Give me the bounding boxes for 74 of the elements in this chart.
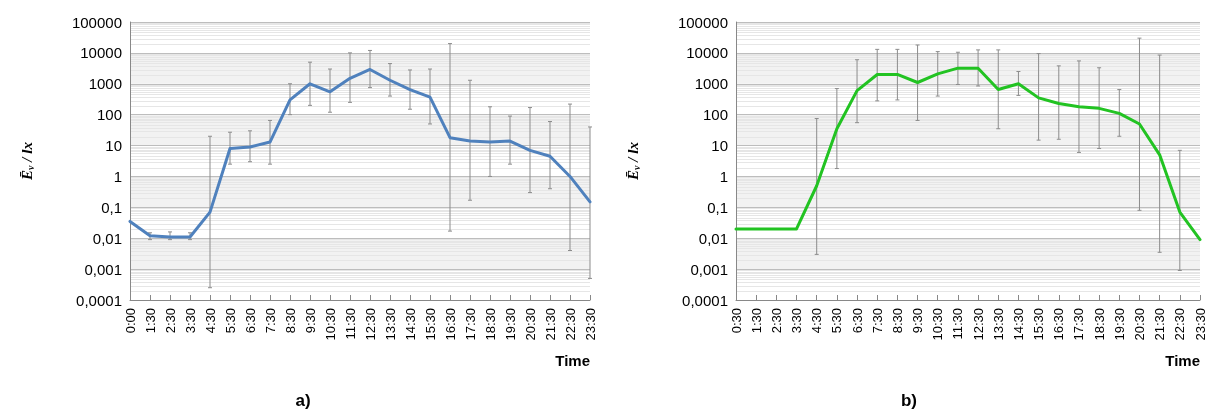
- y-tick-label: 1000: [694, 75, 728, 93]
- x-tick-label: 11:30: [950, 308, 966, 340]
- x-tick-label: 19:30: [502, 308, 518, 341]
- y-tick-label: 0,1: [707, 198, 728, 216]
- x-tick-label: 13:30: [382, 308, 398, 341]
- y-tick-label: 0,0001: [682, 291, 728, 309]
- x-tick-label: 1:30: [142, 308, 158, 334]
- y-tick-label: 10: [105, 137, 122, 155]
- x-tick-label: 10:30: [930, 308, 946, 341]
- y-tick-label: 100: [96, 106, 122, 124]
- x-tick-label: 9:30: [910, 308, 926, 334]
- y-tick-label: 0,001: [690, 260, 728, 278]
- x-tick-label: 3:30: [789, 308, 805, 334]
- y-tick-label: 10000: [80, 44, 122, 62]
- x-tick-label: 0:00: [122, 308, 138, 334]
- x-tick-label: 21:30: [1152, 308, 1168, 341]
- x-tick-label: 4:30: [202, 308, 218, 334]
- y-tick-label: 1: [113, 167, 122, 185]
- x-tick-label: 6:30: [849, 308, 865, 334]
- y-tick-label: 0,01: [92, 229, 122, 247]
- x-tick-label: 7:30: [262, 308, 278, 334]
- x-tick-label: 18:30: [1091, 308, 1107, 341]
- x-tick-label: 13:30: [990, 308, 1006, 341]
- x-tick-label: 2:30: [162, 308, 178, 334]
- x-tick-label: 4:30: [809, 308, 825, 334]
- x-tick-label: 1:30: [748, 308, 764, 334]
- x-tick-label: 3:30: [182, 308, 198, 334]
- text: b): [900, 391, 918, 410]
- x-tick-label: 0:30: [728, 308, 744, 334]
- x-tick-label: 16:30: [1051, 308, 1067, 341]
- x-tick-label: 7:30: [869, 308, 885, 334]
- text: a): [295, 391, 311, 410]
- y-tick-label: 1: [719, 167, 728, 185]
- x-tick-label: 11:30: [342, 308, 358, 340]
- x-tick-label: 23:30: [1192, 308, 1208, 341]
- x-tick-label: 15:30: [1031, 308, 1047, 341]
- y-axis-title: Ēv / lx: [19, 141, 36, 181]
- x-tick-label: 23:30: [582, 308, 598, 341]
- y-tick-label: 100000: [677, 13, 728, 31]
- x-tick-label: 16:30: [442, 308, 458, 341]
- x-tick-label: 22:30: [562, 308, 578, 341]
- x-tick-label: 14:30: [1010, 308, 1026, 341]
- x-axis-title: Time: [555, 352, 591, 369]
- x-tick-label: 21:30: [542, 308, 558, 341]
- y-tick-label: 0,01: [698, 229, 728, 247]
- x-tick-label: 12:30: [362, 308, 378, 341]
- y-tick-label: 100: [702, 106, 728, 124]
- y-tick-label: 0,0001: [76, 291, 122, 309]
- x-tick-label: 17:30: [1071, 308, 1087, 341]
- x-tick-label: 5:30: [829, 308, 845, 334]
- x-tick-label: 17:30: [462, 308, 478, 341]
- x-tick-label: 20:30: [1131, 308, 1147, 341]
- y-tick-label: 1000: [88, 75, 122, 93]
- y-tick-label: 100000: [71, 13, 122, 31]
- y-tick-label: 10000: [686, 44, 728, 62]
- x-tick-label: 10:30: [322, 308, 338, 341]
- y-tick-label: 10: [711, 137, 728, 155]
- y-tick-label: 0,001: [84, 260, 122, 278]
- y-tick-label: 0,1: [101, 198, 122, 216]
- x-tick-label: 19:30: [1111, 308, 1127, 341]
- x-tick-label: 9:30: [302, 308, 318, 334]
- y-axis-title: Ēv / lx: [625, 141, 642, 181]
- x-tick-label: 6:30: [242, 308, 258, 334]
- x-tick-label: 12:30: [970, 308, 986, 341]
- x-tick-label: 15:30: [422, 308, 438, 341]
- x-tick-label: 5:30: [222, 308, 238, 334]
- x-tick-label: 2:30: [768, 308, 784, 334]
- x-tick-label: 8:30: [282, 308, 298, 334]
- x-tick-label: 18:30: [482, 308, 498, 341]
- x-tick-label: 22:30: [1172, 308, 1188, 341]
- x-axis-title: Time: [1165, 352, 1201, 369]
- x-tick-label: 8:30: [889, 308, 905, 334]
- x-tick-label: 20:30: [522, 308, 538, 341]
- x-tick-label: 14:30: [402, 308, 418, 341]
